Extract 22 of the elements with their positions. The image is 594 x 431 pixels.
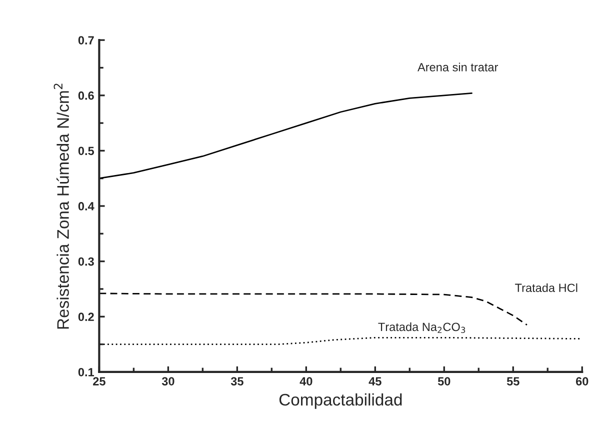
y-tick-label: 0.3	[78, 257, 94, 266]
y-tick-label: 0.6	[78, 91, 94, 100]
y-tick-label: 0.5	[78, 146, 94, 156]
series-label: Tratada HCl	[515, 283, 578, 292]
x-tick-label: 50	[438, 377, 450, 386]
x-tick-label: 30	[162, 377, 174, 386]
y-tick-label: 0.4	[78, 202, 94, 210]
x-tick-label: 25	[93, 377, 106, 386]
text: Arena sin tratar	[418, 62, 498, 72]
line-series	[99, 336, 582, 345]
y-tick-label: 0.2	[78, 312, 94, 322]
line-series	[99, 92, 472, 180]
x-tick-label: 35	[230, 377, 244, 386]
x-axis-title: Compactabilidad	[279, 393, 402, 409]
x-tick-label: 45	[368, 377, 382, 386]
x-tick-label: 55	[506, 377, 520, 386]
series-label: Tratada Na$_{2}$CO$_{3}$	[378, 322, 466, 334]
y-axis-title: Resistencia Zona Húmeda N/cm$^{2}$	[54, 84, 69, 329]
x-tick-label: 60	[576, 377, 588, 386]
x-tick-label: 40	[300, 377, 312, 386]
y-tick-label: 0.1	[78, 368, 94, 376]
y-tick-label: 0.7	[78, 36, 94, 44]
